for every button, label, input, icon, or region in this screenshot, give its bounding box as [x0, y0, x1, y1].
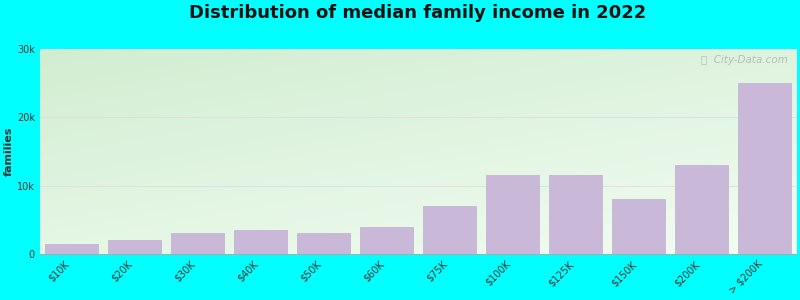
- Bar: [107, 240, 161, 254]
- Bar: [486, 175, 539, 254]
- Bar: [611, 199, 665, 254]
- Title: Distribution of median family income in 2022: Distribution of median family income in …: [189, 4, 646, 22]
- Bar: [738, 83, 791, 254]
- Bar: [674, 165, 728, 254]
- Bar: [234, 230, 287, 254]
- Text: ⓘ  City-Data.com: ⓘ City-Data.com: [702, 55, 788, 65]
- Bar: [297, 233, 350, 254]
- Bar: [422, 206, 476, 254]
- Y-axis label: families: families: [4, 127, 14, 176]
- Bar: [170, 233, 224, 254]
- Bar: [549, 175, 602, 254]
- Bar: [359, 227, 413, 254]
- Bar: [45, 244, 98, 254]
